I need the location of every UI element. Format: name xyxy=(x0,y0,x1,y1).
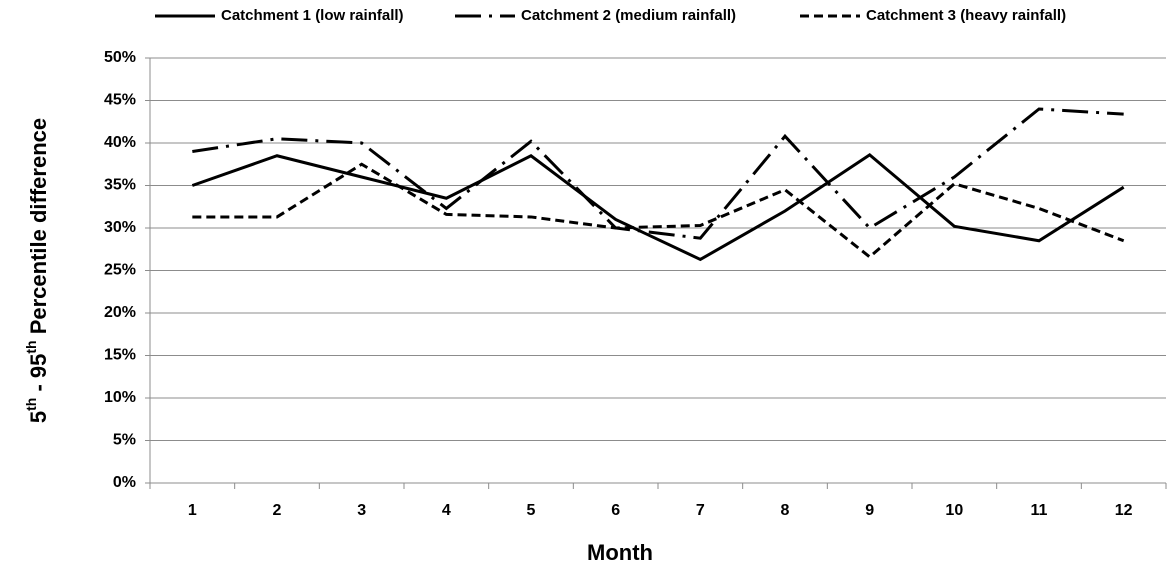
y-tick-label: 30% xyxy=(104,219,136,236)
x-tick-label: 6 xyxy=(611,502,620,519)
y-tick-label: 10% xyxy=(104,389,136,406)
x-tick-label: 3 xyxy=(357,502,366,519)
y-tick-label: 25% xyxy=(104,262,136,279)
x-tick-label: 5 xyxy=(527,502,536,519)
x-axis-title: Month xyxy=(587,540,653,565)
y-axis-title: 5th - 95th Percentile difference xyxy=(23,118,51,423)
legend-label: Catchment 1 (low rainfall) xyxy=(221,7,404,24)
x-tick-label: 2 xyxy=(273,502,282,519)
y-tick-label: 50% xyxy=(104,49,136,66)
y-axis-title-part: - 95 xyxy=(26,354,51,398)
x-tick-label: 7 xyxy=(696,502,705,519)
y-tick-label: 45% xyxy=(104,92,136,109)
x-tick-label: 9 xyxy=(865,502,874,519)
x-tick-label: 11 xyxy=(1031,502,1048,519)
y-axis-title-part: th xyxy=(23,398,39,411)
y-tick-label: 5% xyxy=(113,432,136,449)
x-tick-label: 12 xyxy=(1115,502,1133,519)
legend-label: Catchment 3 (heavy rainfall) xyxy=(866,7,1066,24)
y-tick-label: 40% xyxy=(104,134,136,151)
y-axis-title-part: Percentile difference xyxy=(26,118,51,341)
series-line xyxy=(192,107,1124,240)
series-line xyxy=(191,153,1125,262)
x-tick-label: 1 xyxy=(188,502,197,519)
y-axis-title-part: 5 xyxy=(26,411,51,423)
x-tick-label: 4 xyxy=(442,502,451,519)
y-axis-title-part: th xyxy=(23,340,39,353)
series-line xyxy=(192,162,1125,259)
legend-label: Catchment 2 (medium rainfall) xyxy=(521,7,736,24)
y-tick-label: 15% xyxy=(104,347,136,364)
x-tick-label: 10 xyxy=(945,502,963,519)
y-tick-label: 35% xyxy=(104,177,136,194)
y-tick-label: 20% xyxy=(104,304,136,321)
x-tick-label: 8 xyxy=(781,502,790,519)
y-tick-label: 0% xyxy=(113,474,136,491)
